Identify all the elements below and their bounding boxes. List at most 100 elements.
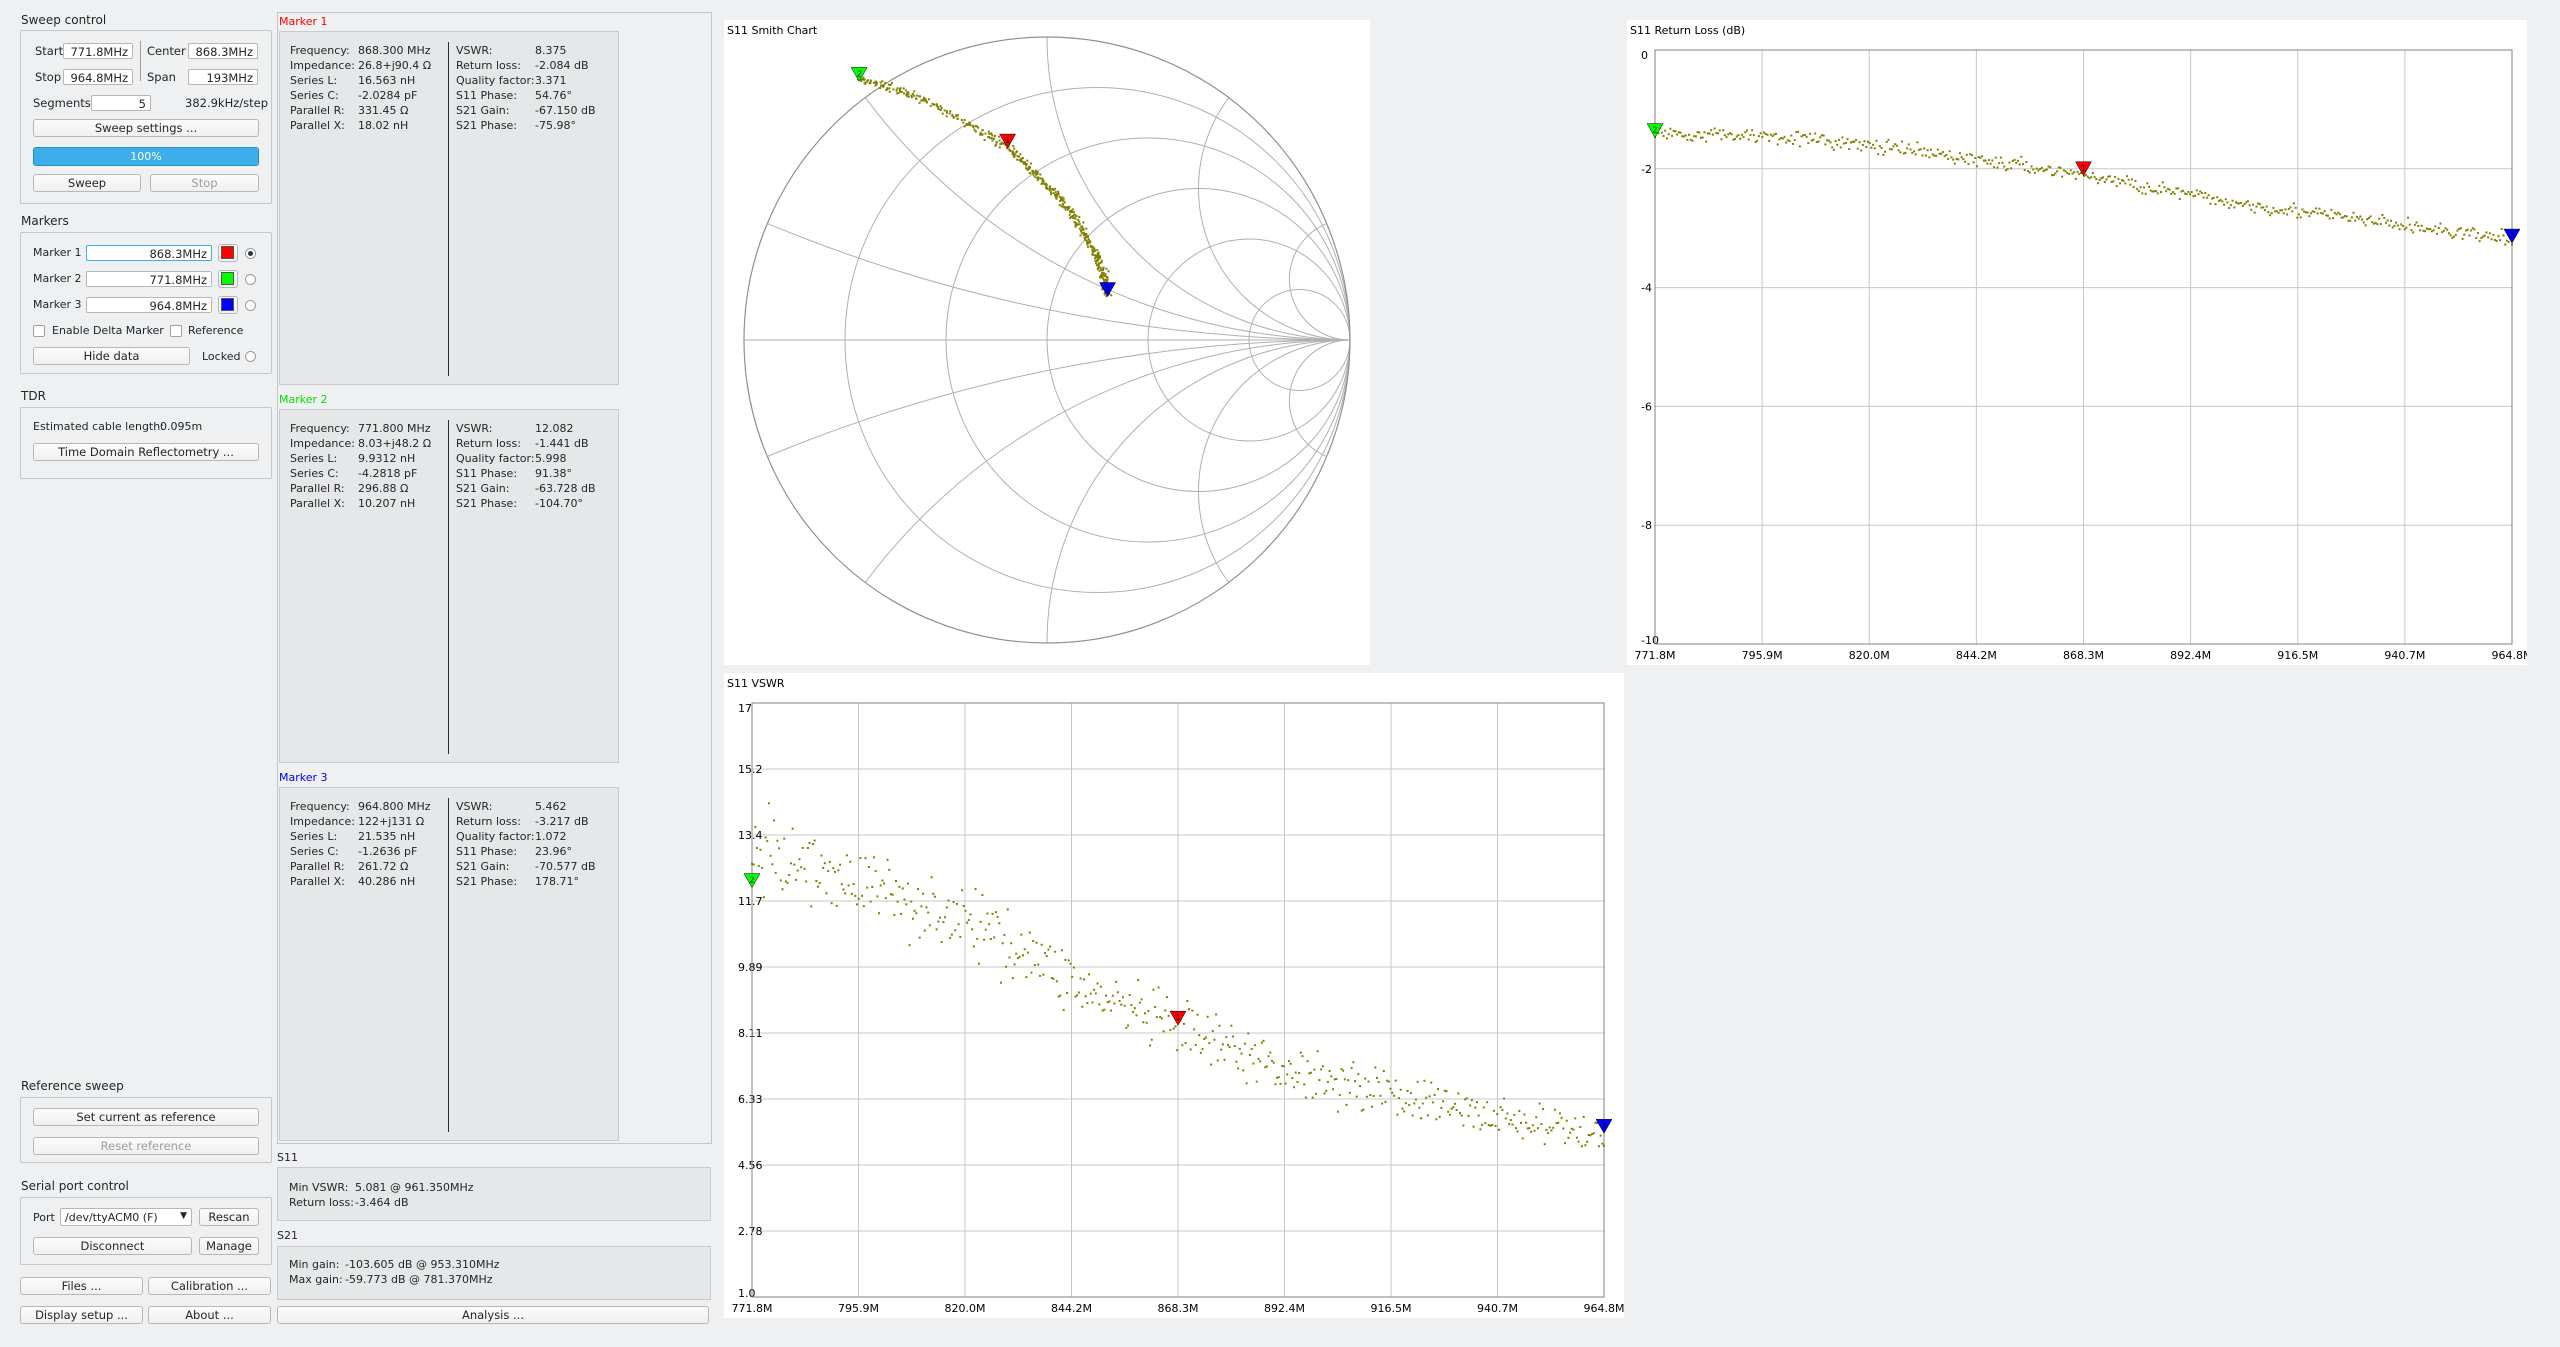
marker-3-frequency-input[interactable]: 964.8MHz [86,297,212,313]
trace-point [1060,198,1063,201]
trace-point [1093,250,1096,253]
segments-input[interactable]: 5 [91,95,151,111]
trace-point [1008,148,1011,151]
vswr-chart-panel[interactable]: S11 VSWR 771.8M 795.9M 820.0M 844.2M 868.3M 89… [724,673,1624,1318]
marker-1-color-button[interactable] [218,244,238,262]
marker-2-frequency-input[interactable]: 771.8MHz [86,271,212,287]
trace-point [1038,974,1041,977]
trace-point [849,860,852,863]
return-loss-chart-panel[interactable]: S11 Return Loss (dB) 771.8M 795.9M 820.0M 84… [1627,20,2532,665]
trace-point [1182,1022,1185,1025]
hide-data-button[interactable]: Hide data [33,347,190,365]
trace-point [971,124,974,127]
marker-2-active-radio[interactable] [245,274,256,285]
set-reference-button[interactable]: Set current as reference [33,1108,259,1126]
trace-point [886,858,889,861]
marker-1-field-value: -2.0284 pF [358,89,418,102]
marker-1-field-label: Parallel X: [290,119,345,132]
trace-point [1198,1034,1201,1037]
trace-point [2396,224,2399,227]
smith-chart-panel[interactable]: S11 Smith Chart 1 2 3 [724,20,1370,665]
trace-point [1101,288,1104,291]
reset-reference-button[interactable]: Reset reference [33,1137,259,1155]
start-input[interactable]: 771.8MHz [63,43,133,59]
files-button[interactable]: Files ... [20,1277,143,1295]
marker-1-indicator [999,133,1017,149]
x-tick-label: 795.9M [1742,649,1783,662]
trace-point [2485,231,2488,234]
span-input[interactable]: 193MHz [188,69,258,85]
trace-point [1250,1047,1253,1050]
tdr-button[interactable]: Time Domain Reflectometry ... [33,443,259,461]
locked-toggle[interactable] [245,351,256,362]
trace-point [927,98,930,101]
trace-point [2422,229,2425,232]
trace-point [1501,1108,1504,1111]
stop-input[interactable]: 964.8MHz [63,69,133,85]
marker-3-color-button[interactable] [218,296,238,314]
trace-point [1095,256,1098,259]
trace-point [2224,198,2227,201]
stop-button[interactable]: Stop [150,174,259,192]
analysis-button[interactable]: Analysis ... [277,1306,709,1324]
trace-point [933,103,936,106]
marker-1-field-value: 54.76° [535,89,572,102]
trace-point [798,858,801,861]
trace-point [1055,195,1058,198]
manage-button[interactable]: Manage [199,1237,259,1255]
sweep-control-group [20,30,272,204]
marker-1-frequency-input[interactable]: 868.3MHz [86,245,212,261]
trace-point [898,885,901,888]
trace-point [1012,144,1015,147]
trace-point [888,90,891,93]
trace-point [1579,1126,1582,1129]
marker-1-active-radio[interactable] [245,248,256,259]
port-select[interactable]: /dev/ttyACM0 (F) ▼ [60,1208,192,1226]
marker-2-field-label: S21 Phase: [456,497,518,510]
trace-point [1413,1102,1416,1105]
trace-point [1677,131,1680,134]
trace-point [908,944,911,947]
rescan-button[interactable]: Rescan [199,1208,259,1226]
trace-point [1028,931,1031,934]
trace-point [1575,1136,1578,1139]
display-setup-button[interactable]: Display setup ... [20,1306,143,1324]
chevron-down-icon: ▼ [180,1211,187,1221]
trace-point [1021,157,1024,160]
marker-3-active-radio[interactable] [245,300,256,311]
marker-2-color-button[interactable] [218,270,238,288]
about-button[interactable]: About ... [148,1306,271,1324]
trace-point [1788,140,1791,143]
trace-point [1088,241,1091,244]
marker-1-label: Marker 1 [33,246,82,259]
trace-point [2333,211,2336,214]
x-tick-label: 820.0M [1849,649,1890,662]
trace-point [972,126,975,129]
enable-delta-checkbox[interactable] [33,325,45,337]
sweep-button[interactable]: Sweep [33,174,141,192]
trace-point [923,99,926,102]
trace-point [1557,1121,1560,1124]
trace-point [1362,1108,1365,1111]
return-loss-chart[interactable]: S11 Return Loss (dB)771.8M 795.9M 820.0M 84… [1627,20,2532,665]
trace-point [930,876,933,879]
trace-point [1686,138,1689,141]
trace-point [2148,185,2151,188]
sweep-settings-button[interactable]: Sweep settings ... [33,119,259,137]
trace-point [1398,1097,1401,1100]
trace-point [2233,206,2236,209]
trace-point [786,881,789,884]
trace-point [2487,236,2490,239]
reference-checkbox[interactable] [170,325,182,337]
trace-point [2195,189,2198,192]
trace-point [1574,1117,1577,1120]
calibration-button[interactable]: Calibration ... [148,1277,271,1295]
trace-point [2217,199,2220,202]
center-input[interactable]: 868.3MHz [188,43,258,59]
marker-1-field-label: Parallel R: [290,104,345,117]
trace-point [964,909,967,912]
marker-1-indicator-number: 1 [2081,164,2086,173]
disconnect-button[interactable]: Disconnect [33,1237,192,1255]
